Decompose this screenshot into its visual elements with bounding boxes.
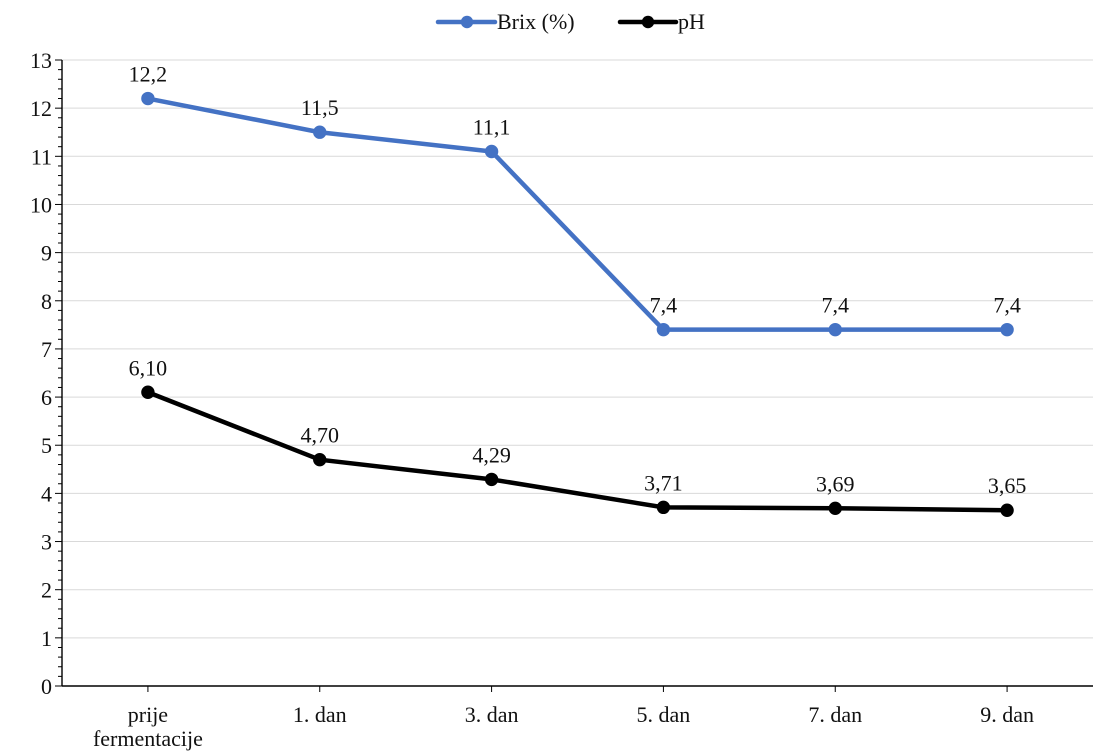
ph-legend-label: pH bbox=[678, 9, 705, 34]
y-tick-label: 7 bbox=[41, 337, 52, 362]
ph-data-label: 4,70 bbox=[301, 423, 340, 448]
y-tick-label: 10 bbox=[30, 192, 52, 217]
y-tick-label: 9 bbox=[41, 241, 52, 266]
brix-point bbox=[656, 322, 671, 337]
y-tick-label: 1 bbox=[41, 626, 52, 651]
ph-point bbox=[828, 501, 842, 516]
brix-data-label: 11,1 bbox=[473, 114, 511, 139]
brix-point bbox=[313, 125, 327, 139]
grid-layer bbox=[62, 59, 1093, 639]
ph-point bbox=[1000, 503, 1014, 517]
ph-data-label: 3,69 bbox=[816, 471, 855, 496]
y-tick-label: 4 bbox=[41, 481, 52, 506]
brix-legend-label: Brix (%) bbox=[497, 9, 575, 34]
ph-series-line bbox=[145, 390, 1010, 513]
y-tick-label: 13 bbox=[30, 48, 52, 73]
ph-data-label: 3,65 bbox=[988, 473, 1027, 498]
brix-data-label: 11,5 bbox=[301, 95, 339, 120]
x-tick-label: 7. dan bbox=[808, 702, 862, 727]
brix-data-label: 7,4 bbox=[650, 293, 678, 318]
x-tick-label: prije bbox=[128, 702, 168, 727]
brix-data-label: 7,4 bbox=[822, 293, 850, 318]
brix-point bbox=[141, 91, 155, 106]
ph-point bbox=[141, 385, 155, 399]
x-tick-label: 5. dan bbox=[637, 702, 691, 727]
ph-point bbox=[484, 472, 499, 487]
ph-point bbox=[313, 452, 327, 467]
brix-data-label: 12,2 bbox=[129, 62, 168, 87]
brix-series-line bbox=[145, 96, 1010, 332]
ph-data-label: 3,71 bbox=[644, 470, 683, 495]
y-tick-label: 0 bbox=[41, 674, 52, 699]
label-layer: 12,2 11,5 11,1 7,4 7,4 7,4 6,10 4,70 4,29 3,71 3,6… bbox=[129, 62, 1027, 499]
y-tick-label: 6 bbox=[41, 385, 52, 410]
y-tick-label: 8 bbox=[41, 289, 52, 314]
x-tick-label: 3. dan bbox=[465, 702, 519, 727]
brix-point bbox=[484, 144, 499, 159]
y-tick-label: 12 bbox=[30, 96, 52, 121]
series-layer bbox=[141, 91, 1014, 517]
x-tick-label: 9. dan bbox=[980, 702, 1034, 727]
y-tick-label: 2 bbox=[41, 578, 52, 603]
y-tick-label: 3 bbox=[41, 530, 52, 555]
legend: Brix (%) pH bbox=[435, 9, 705, 34]
x-tick-label: 1. dan bbox=[293, 702, 347, 727]
ph-data-label: 6,10 bbox=[129, 355, 168, 380]
brix-legend-marker bbox=[460, 15, 474, 29]
brix-data-label: 7,4 bbox=[993, 293, 1021, 318]
x-tick-label: fermentacije bbox=[93, 726, 203, 751]
brix-point bbox=[828, 322, 842, 337]
brix-point bbox=[1000, 322, 1014, 337]
ph-legend-marker bbox=[641, 15, 655, 29]
ph-point bbox=[656, 500, 671, 515]
y-tick-label: 11 bbox=[31, 144, 52, 169]
ph-data-label: 4,29 bbox=[472, 442, 511, 467]
y-tick-label: 5 bbox=[41, 433, 52, 458]
